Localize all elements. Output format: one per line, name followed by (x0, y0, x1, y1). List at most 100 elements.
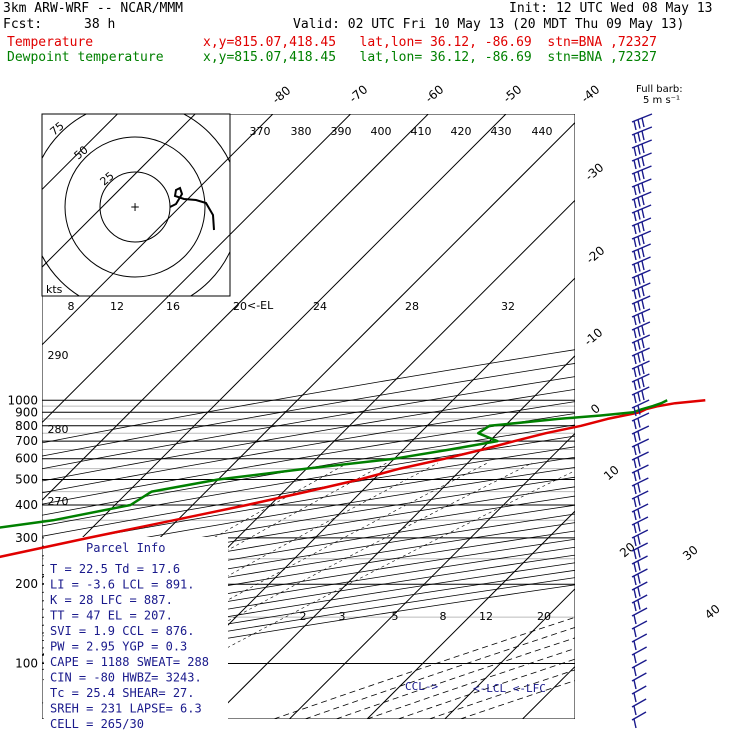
wind-barb (631, 282, 651, 300)
parcel-info-row: SREH = 231 LAPSE= 6.3 (50, 702, 202, 716)
theta-label: 430 (491, 125, 512, 138)
isotherm-line (211, 355, 575, 719)
mixing-ratio-label: 12 (479, 610, 493, 623)
theta-label-left: 270 (48, 495, 69, 508)
theta-e-label: 16 (166, 300, 180, 313)
isotherm-label: 10 (601, 463, 622, 484)
theta-e-label: 32 (501, 300, 515, 313)
isotherm-line (444, 588, 575, 719)
wind-barb (631, 711, 647, 729)
isotherm-line (289, 432, 575, 719)
pressure-label: 1000 (7, 393, 38, 407)
temperature-profile (0, 399, 706, 559)
wind-barb (631, 620, 648, 638)
hodograph-unit: kts (46, 283, 63, 296)
temperature-legend: Temperature (7, 35, 94, 50)
wind-barb (631, 646, 647, 664)
dewpoint-station-info: x,y=815.07,418.45 lat,lon= 36.12, -86.69… (203, 50, 657, 65)
wind-barb (631, 334, 651, 352)
wind-barb (631, 126, 653, 144)
wind-barb (631, 516, 649, 534)
dry-adiabat-line (42, 363, 575, 457)
isotherm-label: -70 (346, 82, 370, 105)
hodograph-ring (64, 136, 206, 278)
hodograph-ring-label: 75 (48, 119, 67, 138)
wind-barb (631, 191, 652, 209)
dry-adiabat-line (42, 577, 575, 663)
hodograph-ring-label: 50 (72, 143, 91, 162)
mixing-ratio-label: 2 (300, 610, 307, 623)
moist-adiabat-line (366, 648, 575, 719)
dry-adiabat-line (42, 413, 575, 505)
wind-barb (631, 477, 649, 495)
parcel-info-row: CELL = 265/30 (50, 717, 144, 731)
mixing-ratio-line (49, 462, 533, 719)
hodograph-origin: + (130, 200, 140, 214)
parcel-info-row: PW = 2.95 YGP = 0.3 (50, 640, 187, 654)
isotherm-line (42, 114, 429, 501)
theta-label-left: 290 (48, 349, 69, 362)
theta-label: 420 (451, 125, 472, 138)
wind-barb (631, 165, 652, 183)
dewpoint-legend: Dewpoint temperature (7, 50, 164, 65)
theta-label: 380 (291, 125, 312, 138)
theta-e-label: 8 (68, 300, 75, 313)
wind-barb (631, 594, 648, 612)
wind-barb (631, 451, 649, 469)
pressure-label: 900 (15, 405, 38, 419)
isotherm-line (42, 114, 507, 579)
parcel-info-row: SVI = 1.9 CCL = 876. (50, 624, 195, 638)
hodograph-ring-label: 25 (98, 169, 117, 188)
wind-barb (631, 230, 652, 248)
parcel-info-row: TT = 47 EL = 207. (50, 609, 173, 623)
wind-barb (631, 659, 647, 677)
wind-barb (631, 321, 651, 339)
isotherm-line (42, 114, 351, 424)
dewpoint-profile (0, 399, 668, 529)
pressure-label: 400 (15, 498, 38, 512)
moist-adiabat-line (273, 616, 575, 719)
wind-barb (631, 256, 651, 274)
dry-adiabat-line (42, 401, 575, 494)
dry-adiabat-line (42, 584, 575, 670)
wind-barb (631, 503, 649, 521)
wind-barb (631, 672, 647, 690)
fcst-label: Fcst: (3, 17, 43, 32)
moist-adiabat-line (398, 658, 575, 719)
wind-barb (631, 373, 650, 391)
pressure-label: 200 (15, 577, 38, 591)
moist-adiabat-line (460, 680, 575, 719)
moist-adiabat-line (429, 669, 575, 719)
wind-barb (631, 425, 650, 443)
wind-barb (631, 295, 651, 313)
parcel-info-row: T = 22.5 Td = 17.6 (50, 562, 180, 576)
dry-adiabat-line (42, 569, 575, 656)
isotherm-label: -20 (583, 243, 607, 266)
barb-note-unit: 5 m s⁻¹ (643, 95, 680, 106)
isotherm-label: 40 (702, 602, 723, 623)
isotherm-line (42, 114, 274, 346)
theta-label: 390 (331, 125, 352, 138)
isotherm-label: 30 (680, 543, 701, 564)
mixing-ratio-label: 3 (339, 610, 346, 623)
wind-barb (631, 360, 650, 378)
wind-barb (631, 438, 650, 456)
wind-barb (631, 685, 647, 703)
theta-e-label: 28 (405, 300, 419, 313)
wind-barb (631, 347, 650, 365)
wind-barb (631, 113, 653, 131)
wind-barb (631, 308, 651, 326)
el-label: <-EL (247, 299, 274, 312)
temperature-station-info: x,y=815.07,418.45 lat,lon= 36.12, -86.69… (203, 35, 657, 50)
model-title: 3km ARW-WRF -- NCAR/MMM (3, 1, 184, 16)
init-time: Init: 12 UTC Wed 08 May 13 (509, 1, 713, 16)
parcel-info-row: CIN = -80 HWBZ= 3243. (50, 671, 202, 685)
wind-barb (631, 542, 649, 560)
wind-barb (631, 412, 650, 430)
theta-label: 370 (250, 125, 271, 138)
wind-barb (631, 568, 648, 586)
parcel-info-title: Parcel Info (86, 541, 165, 555)
theta-e-label: 20 (233, 300, 247, 313)
theta-label: 440 (532, 125, 553, 138)
parcel-info-row: CAPE = 1188 SWEAT= 288 (50, 655, 209, 669)
